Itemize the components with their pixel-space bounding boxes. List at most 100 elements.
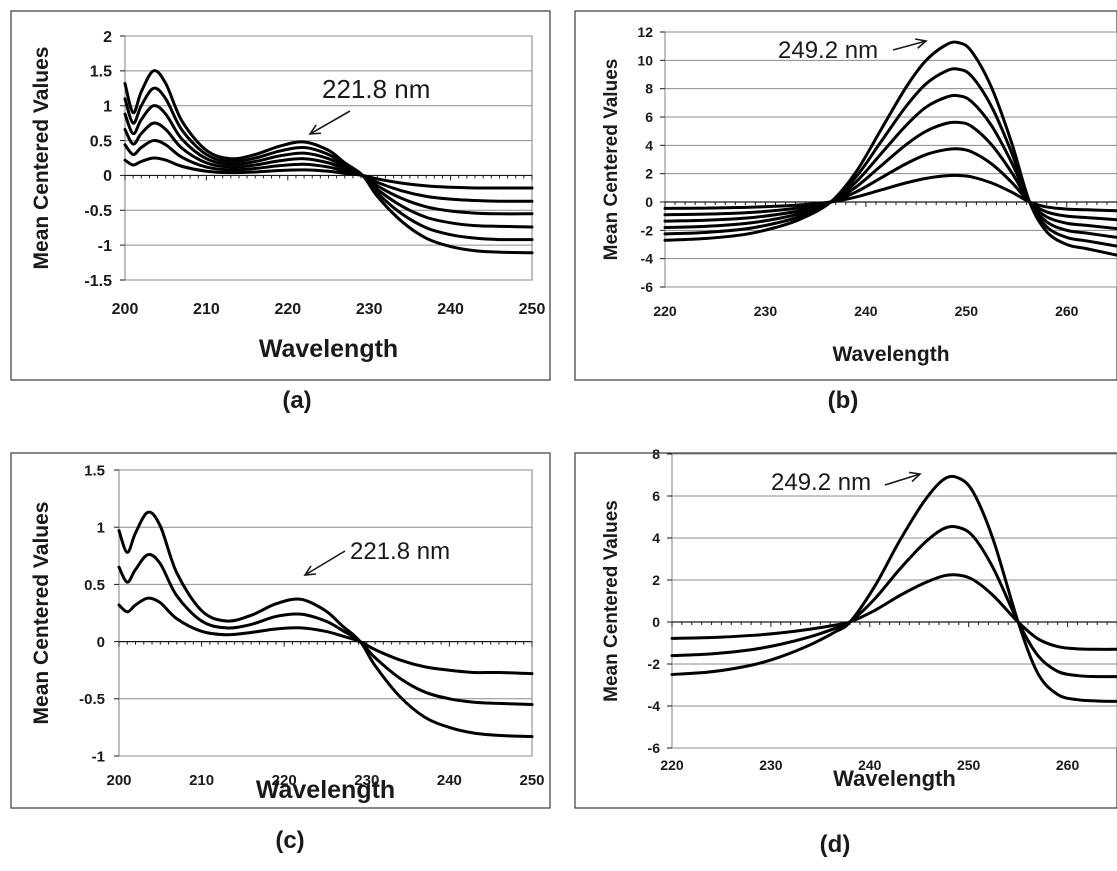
x-tick-label: 210	[189, 772, 214, 789]
y-tick-label: 2	[645, 166, 653, 182]
y-tick-label: 4	[652, 530, 660, 546]
series-line-4	[663, 93, 1117, 239]
annotation-arrow-line	[892, 40, 927, 51]
x-tick-label: 250	[519, 772, 544, 789]
annotation-arrow-head	[303, 565, 317, 576]
plot-area	[663, 31, 1117, 288]
y-tick-label: -1	[92, 748, 105, 765]
y-tick-label: 0	[97, 634, 105, 651]
peak-annotation-label: 221.8 nm	[350, 538, 450, 565]
y-tick-label: -0.5	[79, 691, 105, 708]
series-line-1	[117, 596, 534, 676]
x-tick-label: 250	[957, 757, 981, 773]
x-tick-label: 210	[193, 301, 220, 318]
plot-area	[117, 469, 534, 757]
y-tick-label: 12	[637, 24, 653, 40]
y-tick-label: -4	[648, 698, 661, 714]
series-line-1	[663, 173, 1117, 213]
series-line-3	[670, 474, 1117, 703]
y-tick-label: -6	[641, 279, 654, 295]
y-tick-label: 0	[103, 168, 112, 185]
y-tick-label: -0.5	[84, 203, 112, 220]
y-tick-label: 0.5	[90, 133, 112, 150]
plot-background	[118, 469, 533, 757]
peak-annotation-label: 249.2 nm	[778, 37, 878, 64]
annotation-arrow-line	[884, 473, 921, 486]
x-axis-title: Wavelength	[256, 776, 395, 804]
annotation-arrow-line	[309, 110, 351, 135]
x-tick-label: 240	[854, 303, 878, 319]
x-tick-label: 240	[437, 772, 462, 789]
series-line-1	[123, 156, 534, 190]
y-tick-label: 0	[645, 194, 653, 210]
y-tick-label: -4	[641, 251, 654, 267]
series-line-2	[670, 525, 1117, 679]
series-line-3	[663, 120, 1117, 231]
x-tick-label: 250	[519, 301, 546, 318]
x-axis-title: Wavelength	[259, 335, 398, 363]
y-tick-label: -2	[648, 656, 661, 672]
series-line-6	[663, 40, 1117, 257]
y-tick-label: -2	[641, 222, 654, 238]
panel-caption: (c)	[275, 827, 304, 854]
plot-area	[123, 35, 534, 281]
y-tick-label: -1	[98, 238, 112, 255]
chart-panel-1: -1.5 -1 -0.5 0 0.5 1 1.5 2 200 210 220 230 240 250 Mea…	[10, 10, 551, 414]
annotation-arrow-line	[304, 550, 346, 576]
series-line-4	[123, 104, 534, 229]
chart-panel-4: -6 -4 -2 0 2 4 6 8 220 230 240 250 260 Mean Centered …	[574, 446, 1117, 858]
x-axis-title: Wavelength	[832, 343, 949, 366]
y-tick-label: 1	[103, 98, 112, 115]
y-axis-title: Mean Centered Values	[601, 500, 622, 702]
y-axis-title: Mean Centered Values	[601, 59, 622, 261]
x-tick-label: 220	[653, 303, 677, 319]
x-tick-label: 240	[858, 757, 882, 773]
y-tick-label: -6	[648, 740, 661, 756]
y-tick-label: 4	[645, 137, 653, 153]
y-tick-label: 6	[645, 109, 653, 125]
plot-background	[671, 453, 1117, 749]
peak-annotation-label: 249.2 nm	[771, 469, 871, 496]
x-tick-label: 230	[759, 757, 783, 773]
y-tick-label: 8	[652, 446, 660, 462]
y-tick-label: 8	[645, 81, 653, 97]
y-axis-title: Mean Centered Values	[30, 47, 53, 270]
y-tick-label: 0	[652, 614, 660, 630]
y-tick-label: 2	[103, 29, 112, 46]
x-tick-label: 240	[437, 301, 464, 318]
y-tick-label: 6	[652, 488, 660, 504]
x-tick-label: 220	[660, 757, 684, 773]
x-tick-label: 230	[754, 303, 778, 319]
series-line-1	[670, 573, 1117, 651]
plot-area	[670, 453, 1117, 749]
y-tick-label: 2	[652, 572, 660, 588]
chart-panel-2: -6 -4 -2 0 2 4 6 8 10 12 220 230 240 250 260 Mean Cente…	[574, 10, 1117, 414]
x-tick-label: 220	[272, 772, 297, 789]
series-line-5	[663, 67, 1117, 248]
panel-caption: (d)	[820, 831, 851, 858]
y-tick-label: 0.5	[84, 577, 105, 594]
panel-caption: (a)	[282, 387, 311, 414]
y-tick-label: -1.5	[84, 273, 112, 290]
x-tick-label: 250	[955, 303, 979, 319]
series-line-3	[117, 510, 534, 739]
plot-background	[664, 31, 1117, 288]
series-line-5	[123, 86, 534, 242]
x-tick-label: 200	[106, 772, 131, 789]
y-axis-title: Mean Centered Values	[30, 502, 53, 725]
series-line-3	[123, 121, 534, 216]
series-line-2	[663, 147, 1117, 222]
y-tick-label: 1.5	[90, 64, 112, 81]
annotation-arrow-head	[308, 124, 322, 135]
peak-annotation-label: 221.8 nm	[322, 74, 430, 104]
series-line-6	[123, 69, 534, 255]
x-tick-label: 260	[1055, 303, 1079, 319]
y-tick-label: 10	[637, 52, 653, 68]
series-line-2	[117, 553, 534, 707]
x-axis-title: Wavelength	[833, 766, 956, 791]
panel-caption: (b)	[828, 387, 859, 414]
x-tick-label: 230	[354, 772, 379, 789]
x-tick-label: 230	[356, 301, 383, 318]
annotation-arrow-head	[915, 38, 928, 49]
